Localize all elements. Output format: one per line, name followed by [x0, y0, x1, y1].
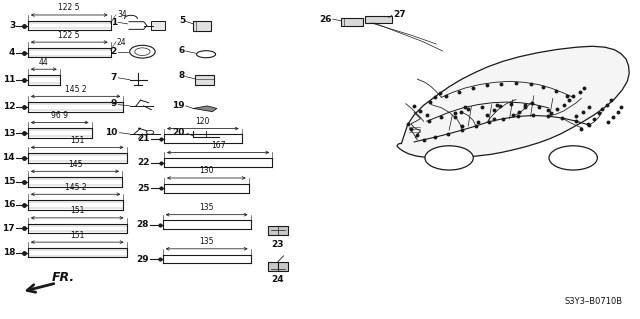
Text: 145 2: 145 2: [65, 183, 86, 192]
Text: 27: 27: [393, 10, 406, 19]
Text: 6: 6: [179, 46, 185, 55]
Text: 15: 15: [3, 177, 15, 186]
Text: 29: 29: [136, 255, 148, 263]
Text: 12: 12: [3, 102, 15, 111]
Text: 122 5: 122 5: [58, 4, 80, 12]
Text: 4: 4: [9, 48, 15, 57]
Text: 14: 14: [3, 153, 15, 162]
Polygon shape: [193, 106, 217, 112]
Text: 23: 23: [271, 240, 284, 249]
Text: 2: 2: [111, 47, 117, 56]
Bar: [341, 18, 364, 26]
Bar: [268, 262, 288, 271]
Circle shape: [425, 146, 474, 170]
Text: 22: 22: [138, 158, 150, 167]
Text: 5: 5: [179, 16, 185, 25]
Text: 7: 7: [111, 73, 117, 82]
Text: 3: 3: [9, 21, 15, 30]
Text: 19: 19: [172, 101, 185, 110]
Bar: [193, 21, 211, 31]
Text: 34: 34: [117, 11, 127, 19]
Text: 167: 167: [211, 141, 225, 150]
Text: 11: 11: [3, 75, 15, 84]
Text: 13: 13: [3, 129, 15, 137]
Bar: [195, 75, 214, 85]
Bar: [268, 226, 288, 235]
Text: 8: 8: [179, 71, 185, 80]
Text: 120: 120: [196, 117, 210, 126]
Text: 28: 28: [136, 220, 148, 229]
Text: 24: 24: [117, 38, 127, 47]
Text: 16: 16: [3, 200, 15, 209]
Text: 122 5: 122 5: [58, 31, 80, 40]
Text: 151: 151: [70, 206, 84, 215]
Text: 96 9: 96 9: [51, 111, 68, 120]
Text: S3Y3–B0710B: S3Y3–B0710B: [564, 297, 622, 306]
Text: 20: 20: [173, 128, 185, 137]
Bar: [365, 16, 392, 23]
Text: 17: 17: [3, 224, 15, 233]
Bar: [151, 21, 165, 30]
Text: 151: 151: [70, 136, 84, 145]
Text: 18: 18: [3, 248, 15, 257]
Text: 135: 135: [200, 203, 214, 212]
Circle shape: [549, 146, 597, 170]
Text: 145: 145: [68, 160, 82, 169]
Text: 21: 21: [138, 134, 150, 143]
Text: FR.: FR.: [52, 271, 75, 284]
Text: 10: 10: [104, 128, 117, 137]
Polygon shape: [397, 46, 629, 158]
Text: 1: 1: [111, 18, 117, 27]
Text: 44: 44: [39, 58, 49, 67]
Text: 25: 25: [138, 184, 150, 193]
Text: 24: 24: [271, 275, 284, 284]
Text: 26: 26: [319, 15, 332, 24]
Text: 151: 151: [70, 231, 84, 240]
Text: 135: 135: [200, 237, 214, 246]
Text: 9: 9: [111, 100, 117, 108]
Text: 145 2: 145 2: [65, 85, 86, 94]
Text: 130: 130: [199, 167, 214, 175]
